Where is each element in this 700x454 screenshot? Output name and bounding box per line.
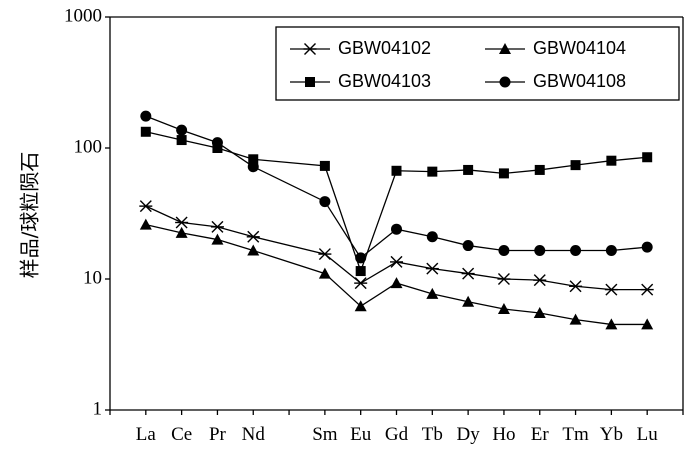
series-point-GBW04108 xyxy=(426,231,438,243)
series-point-GBW04102 xyxy=(390,255,403,268)
series-point-GBW04102 xyxy=(640,283,654,296)
legend-label-GBW04104: GBW04104 xyxy=(533,38,626,58)
series-point-GBW04108 xyxy=(319,196,331,208)
x-tick-label: La xyxy=(136,424,157,445)
x-tick-label: Pr xyxy=(209,424,227,445)
series-point-GBW04103 xyxy=(570,160,581,171)
series-point-GBW04104 xyxy=(390,277,403,289)
x-tick-label: Dy xyxy=(457,424,481,445)
x-tick-label: Er xyxy=(531,424,550,445)
series-point-GBW04108 xyxy=(391,223,402,235)
legend-label-GBW04103: GBW04103 xyxy=(338,71,431,91)
series-point-GBW04103 xyxy=(534,164,545,175)
series-point-GBW04108 xyxy=(211,137,223,149)
series-point-GBW04102 xyxy=(139,200,153,213)
series-point-GBW04104 xyxy=(605,318,618,330)
series-point-GBW04104 xyxy=(211,233,224,245)
series-point-GBW04104 xyxy=(497,303,510,315)
series-point-GBW04102 xyxy=(210,220,224,233)
x-tick-label: Gd xyxy=(385,424,409,445)
x-tick-label: Yb xyxy=(600,424,623,445)
series-point-GBW04108 xyxy=(570,245,582,257)
series-point-GBW04102 xyxy=(461,267,475,280)
legend-label-GBW04102: GBW04102 xyxy=(338,38,431,58)
legend-label-GBW04108: GBW04108 xyxy=(533,71,626,91)
series-point-GBW04108 xyxy=(462,240,474,252)
series-point-GBW04103 xyxy=(355,266,366,277)
legend-box xyxy=(275,26,680,101)
series-point-GBW04104 xyxy=(569,313,582,325)
series-point-GBW04108 xyxy=(534,245,546,257)
series-point-GBW04104 xyxy=(139,218,152,230)
legend: GBW04102 GBW04104 GBW04103 GBW04108 xyxy=(275,26,680,101)
series-point-GBW04108 xyxy=(605,245,617,257)
series-point-GBW04104 xyxy=(354,300,367,312)
legend-marker-GBW04104 xyxy=(499,43,511,54)
y-tick-label: 10 xyxy=(83,267,102,288)
series-point-GBW04103 xyxy=(176,135,187,146)
series-point-GBW04103 xyxy=(427,166,438,177)
series-point-GBW04102 xyxy=(604,283,618,296)
legend-marker-GBW04103 xyxy=(305,77,315,87)
series-point-GBW04103 xyxy=(463,164,474,175)
y-tick-label: 1000 xyxy=(64,5,102,26)
series-point-GBW04102 xyxy=(569,280,583,293)
series-line-GBW04103 xyxy=(145,131,648,274)
legend-marker-GBW04102 xyxy=(303,43,317,55)
x-tick-label: Tb xyxy=(422,424,443,445)
series-point-GBW04102 xyxy=(318,248,332,261)
series-point-GBW04108 xyxy=(641,241,653,253)
series-point-GBW04103 xyxy=(642,152,653,163)
y-tick-label: 1 xyxy=(93,398,103,419)
series-line-GBW04108 xyxy=(145,115,648,259)
series-point-GBW04104 xyxy=(641,318,654,330)
y-tick-label: 100 xyxy=(74,136,103,157)
series-point-GBW04108 xyxy=(176,124,188,136)
x-tick-label: Lu xyxy=(637,424,659,445)
legend-marker-GBW04108 xyxy=(499,76,511,88)
series-point-GBW04103 xyxy=(248,154,259,165)
series-point-GBW04103 xyxy=(498,168,509,179)
series-point-GBW04103 xyxy=(606,155,617,166)
series-point-GBW04104 xyxy=(426,287,439,299)
series-point-GBW04102 xyxy=(246,230,260,243)
series-point-GBW04103 xyxy=(391,165,402,176)
series-point-GBW04104 xyxy=(175,226,188,238)
x-tick-label: Sm xyxy=(312,424,338,445)
series-point-GBW04108 xyxy=(498,245,510,257)
series-point-GBW04104 xyxy=(247,244,260,256)
x-tick-label: Eu xyxy=(350,424,372,445)
series-point-GBW04108 xyxy=(247,161,259,173)
series-point-GBW04103 xyxy=(319,160,330,171)
series-point-GBW04108 xyxy=(355,252,367,264)
x-tick-label: Ho xyxy=(492,424,515,445)
series-point-GBW04104 xyxy=(533,307,546,319)
series-point-GBW04102 xyxy=(425,262,439,275)
series-point-GBW04104 xyxy=(318,267,331,279)
x-tick-label: Nd xyxy=(242,424,266,445)
series-point-GBW04104 xyxy=(462,295,475,307)
series-point-GBW04102 xyxy=(354,277,368,290)
y-axis-label: 样品/球粒陨石 xyxy=(18,152,42,279)
series-point-GBW04102 xyxy=(497,273,511,285)
series-point-GBW04102 xyxy=(533,274,547,287)
x-tick-label: Tm xyxy=(562,424,589,445)
x-tick-label: Ce xyxy=(171,424,192,445)
plot-area: 1 10 100 1000 La Ce Pr Nd Sm Eu Gd Tb Dy Ho Er Tm Yb Lu xyxy=(64,5,684,445)
series-point-GBW04103 xyxy=(140,126,151,137)
series-point-GBW04102 xyxy=(175,216,189,229)
series-point-GBW04108 xyxy=(140,110,152,122)
series-line-GBW04102 xyxy=(145,205,648,291)
series-line-GBW04104 xyxy=(145,224,648,326)
